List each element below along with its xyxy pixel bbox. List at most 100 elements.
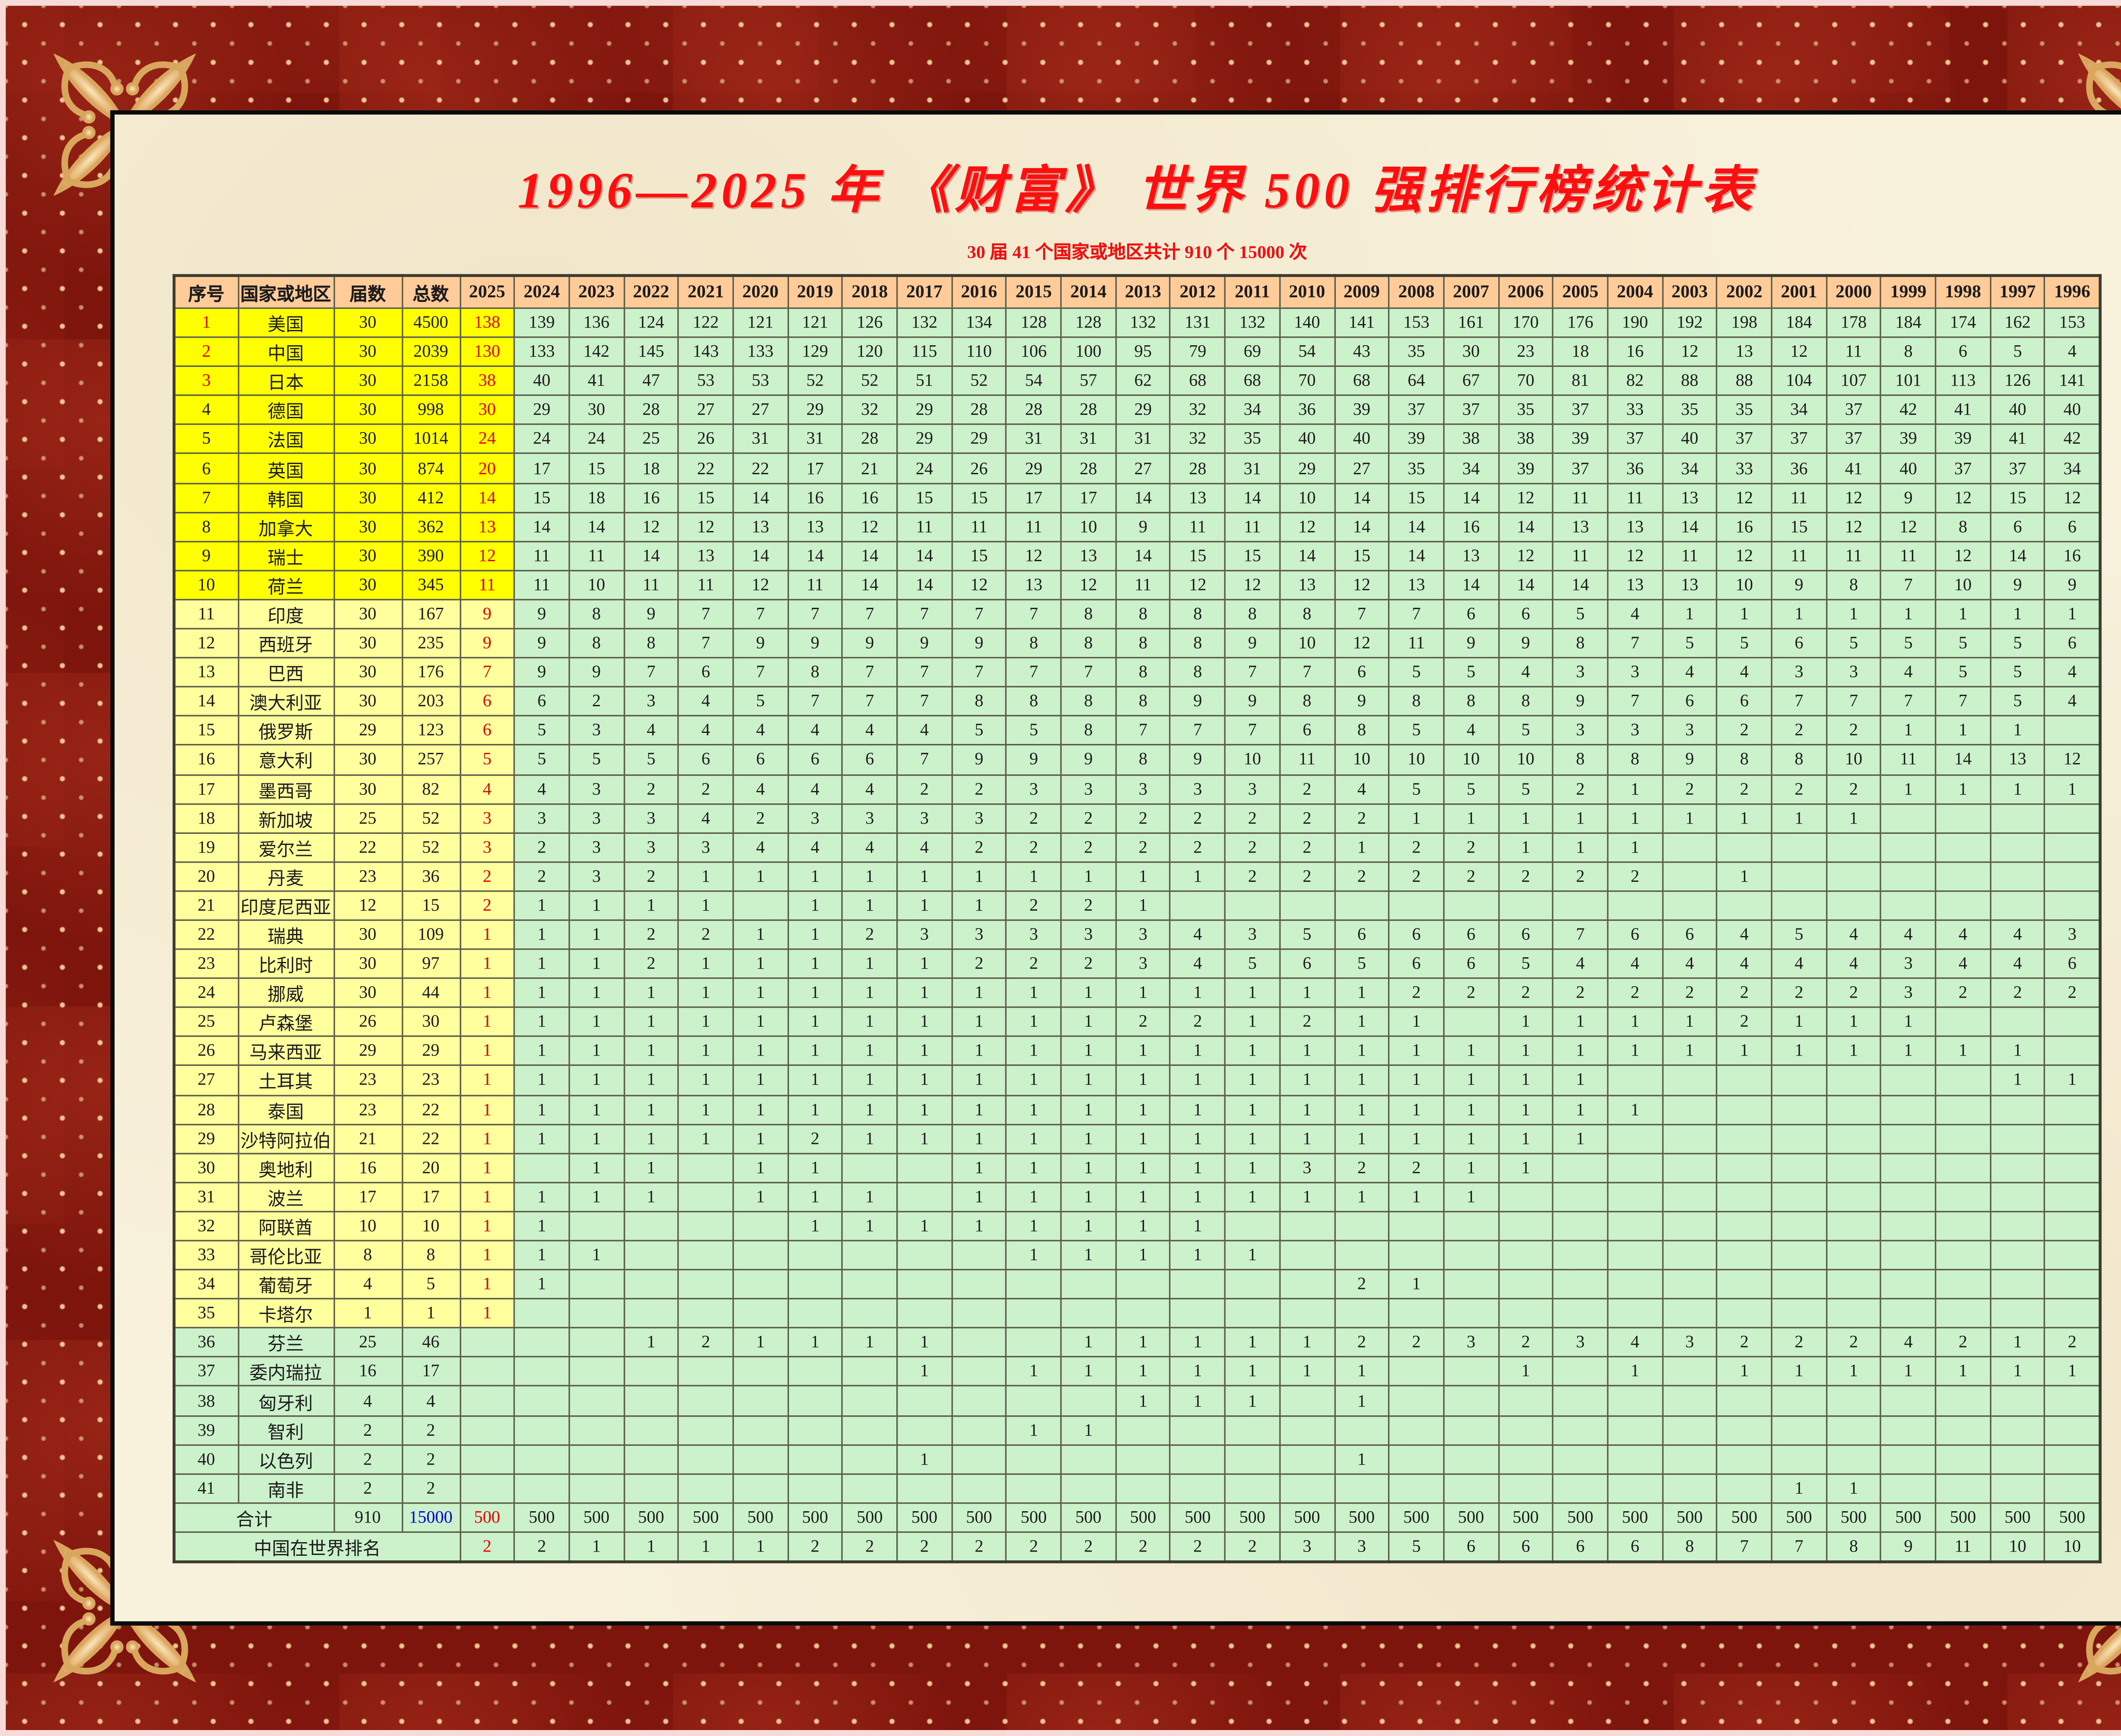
year-value: 4 — [1333, 774, 1390, 805]
year-value — [623, 1356, 679, 1387]
year-value: 14 — [896, 540, 953, 571]
year-value — [2044, 1036, 2101, 1067]
year-value: 1 — [842, 1181, 898, 1213]
year-value — [732, 1444, 789, 1475]
year-value: 5 — [1443, 657, 1499, 688]
column-header: 2000 — [1825, 274, 1882, 309]
year-value — [951, 1327, 1007, 1358]
year-value: 1 — [1170, 1210, 1226, 1241]
year-value: 11 — [1224, 511, 1281, 542]
china-rank-value: 2 — [951, 1531, 1007, 1563]
year-value — [568, 1415, 625, 1445]
year-value: 5 — [1989, 336, 2046, 367]
year-value: 1 — [1989, 1065, 2046, 1096]
year-value — [1443, 1415, 1499, 1445]
year-total: 500 — [1224, 1502, 1281, 1533]
year-value: 95 — [1115, 336, 1171, 367]
year-value: 1 — [1115, 1210, 1171, 1241]
year-value — [1771, 1065, 1827, 1096]
year-value: 1 — [1170, 1181, 1226, 1213]
year-value: 41 — [568, 366, 625, 397]
year-value: 2 — [1443, 832, 1499, 863]
year-value — [514, 1327, 570, 1358]
year-value — [2044, 1240, 2101, 1271]
year-value: 1 — [1333, 1006, 1390, 1037]
year-value: 12 — [623, 511, 679, 542]
year-value: 3 — [842, 802, 898, 833]
year-value: 12 — [1662, 336, 1718, 367]
rank-number: 41 — [173, 1473, 239, 1504]
year-value: 15 — [1388, 482, 1444, 513]
year-total: 500 — [1497, 1502, 1554, 1533]
year-value: 3 — [1115, 774, 1171, 805]
rank-number: 24 — [173, 977, 239, 1009]
year-value: 1 — [514, 1181, 570, 1213]
year-value: 1 — [1005, 861, 1062, 892]
year-value: 6 — [1333, 919, 1390, 950]
year-value: 52 — [842, 366, 898, 397]
year-value: 2 — [1716, 715, 1773, 746]
year-value: 38 — [459, 366, 515, 397]
year-value: 9 — [1443, 628, 1499, 659]
year-value — [1771, 1444, 1827, 1475]
year-value: 18 — [568, 482, 625, 513]
year-value: 7 — [1279, 657, 1335, 688]
year-value: 14 — [459, 482, 515, 513]
year-value: 1 — [514, 948, 570, 979]
year-value: 122 — [677, 307, 734, 338]
year-value: 1 — [896, 1356, 953, 1387]
year-value — [1771, 1181, 1827, 1213]
year-value: 1 — [1880, 774, 1936, 805]
year-value: 3 — [1170, 774, 1226, 805]
year-value — [1825, 1094, 1882, 1125]
year-value: 10 — [1388, 744, 1444, 775]
year-value: 47 — [623, 366, 679, 397]
year-value: 1 — [1170, 1385, 1226, 1416]
year-value — [1662, 1065, 1718, 1096]
year-value: 11 — [1825, 336, 1882, 367]
rank-number: 4 — [173, 394, 239, 426]
year-value: 34 — [2044, 453, 2101, 484]
total-sessions: 910 — [333, 1502, 403, 1533]
year-value: 35 — [1388, 453, 1444, 484]
year-value: 1 — [951, 890, 1007, 921]
total-count: 29 — [401, 1036, 461, 1067]
year-value — [1716, 1385, 1773, 1416]
year-value: 64 — [1388, 366, 1444, 397]
year-value — [842, 1356, 898, 1387]
year-value — [1935, 1298, 1991, 1329]
year-value: 9 — [514, 657, 570, 688]
year-value: 1 — [459, 1123, 515, 1154]
year-value — [1880, 861, 1936, 892]
year-value: 1 — [459, 1006, 515, 1037]
year-value: 40 — [514, 366, 570, 397]
year-value: 3 — [1060, 774, 1116, 805]
year-value: 15 — [1771, 511, 1827, 542]
year-value — [1716, 1123, 1773, 1154]
year-value — [1443, 1210, 1499, 1241]
year-value: 5 — [1662, 628, 1718, 659]
year-value: 1 — [623, 890, 679, 921]
year-value: 2 — [459, 861, 515, 892]
year-value — [1771, 1094, 1827, 1125]
table-row: 17 墨西哥 30 82 4 4 3 2 2 4 4 4 2 2 3 3 3 3 3 2 4 5 5 5 2 1 2 2 2 2 1 1 1 1 — [173, 774, 2101, 805]
year-value — [1224, 1298, 1281, 1329]
year-value: 14 — [514, 511, 570, 542]
year-value: 2 — [1443, 861, 1499, 892]
year-value — [677, 1444, 734, 1475]
year-value: 6 — [2044, 511, 2101, 542]
year-value: 9 — [1170, 686, 1226, 717]
year-value: 13 — [1060, 540, 1116, 571]
year-value — [1825, 1444, 1882, 1475]
year-value: 11 — [1880, 540, 1936, 571]
year-value — [459, 1444, 515, 1475]
year-value: 13 — [1607, 511, 1663, 542]
year-value: 15 — [1224, 540, 1281, 571]
year-value: 138 — [459, 307, 515, 338]
year-value — [1115, 1415, 1171, 1445]
year-value: 143 — [677, 336, 734, 367]
year-value: 40 — [1989, 394, 2046, 426]
year-value — [1935, 832, 1991, 863]
year-value — [896, 1181, 953, 1213]
year-value: 1 — [623, 1152, 679, 1183]
